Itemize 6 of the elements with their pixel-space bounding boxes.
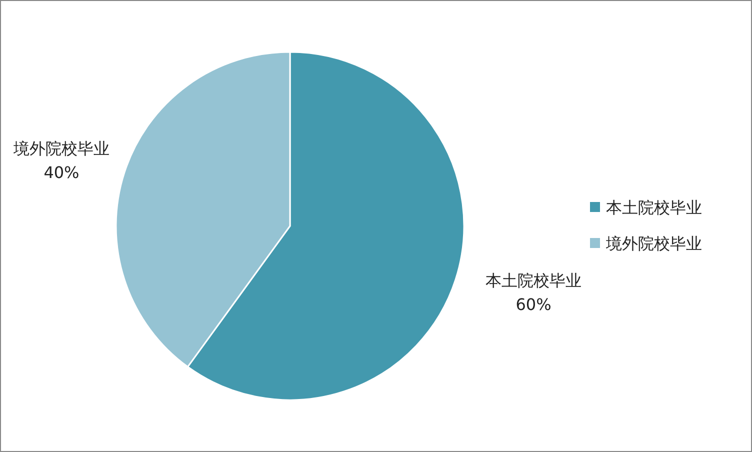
legend-label: 本土院校毕业 bbox=[606, 198, 702, 217]
data-label: 40% bbox=[44, 162, 80, 182]
data-label: 60% bbox=[516, 295, 552, 314]
slice-label: 本土院校毕业 bbox=[486, 271, 582, 290]
slice-label: 境外院校毕业 bbox=[12, 138, 110, 158]
legend-label: 境外院校毕业 bbox=[605, 234, 702, 253]
